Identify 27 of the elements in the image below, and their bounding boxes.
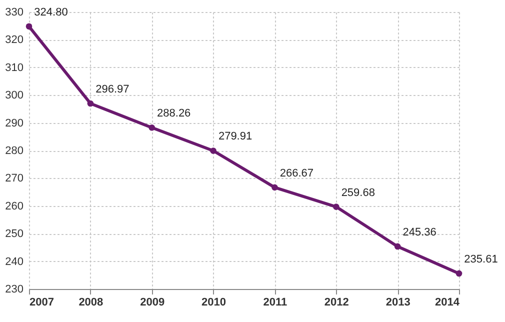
y-tick-label: 260 [5, 200, 24, 212]
y-tick-label: 330 [5, 6, 24, 18]
data-label: 279.91 [218, 130, 252, 143]
x-tick-label: 2008 [78, 296, 104, 308]
y-tick-label: 230 [5, 284, 24, 296]
y-tick-label: 250 [5, 228, 24, 240]
x-tick-label: 2010 [202, 296, 226, 308]
y-tick-label: 290 [5, 117, 24, 130]
y-tick-label: 240 [5, 256, 24, 268]
x-tick-label: 2013 [386, 296, 410, 308]
y-tick-label: 280 [5, 145, 24, 157]
x-tick-label: 2007 [30, 296, 54, 308]
y-tick-label: 320 [5, 34, 24, 46]
data-label: 245.36 [402, 226, 436, 238]
x-tick-label: 2014 [435, 296, 460, 308]
data-label: 324.80 [34, 6, 68, 18]
data-label: 288.26 [157, 108, 191, 120]
y-tick-label: 270 [5, 172, 24, 185]
x-tick-label: 2012 [324, 296, 349, 308]
data-label: 266.67 [280, 167, 314, 180]
y-tick-label: 300 [5, 90, 24, 102]
data-label: 296.97 [96, 83, 130, 96]
x-tick-label: 2009 [140, 296, 165, 308]
x-tick-label: 2011 [263, 296, 288, 308]
y-tick-label: 310 [5, 62, 24, 74]
data-label: 235.61 [464, 253, 498, 266]
data-label: 259.68 [341, 186, 375, 199]
